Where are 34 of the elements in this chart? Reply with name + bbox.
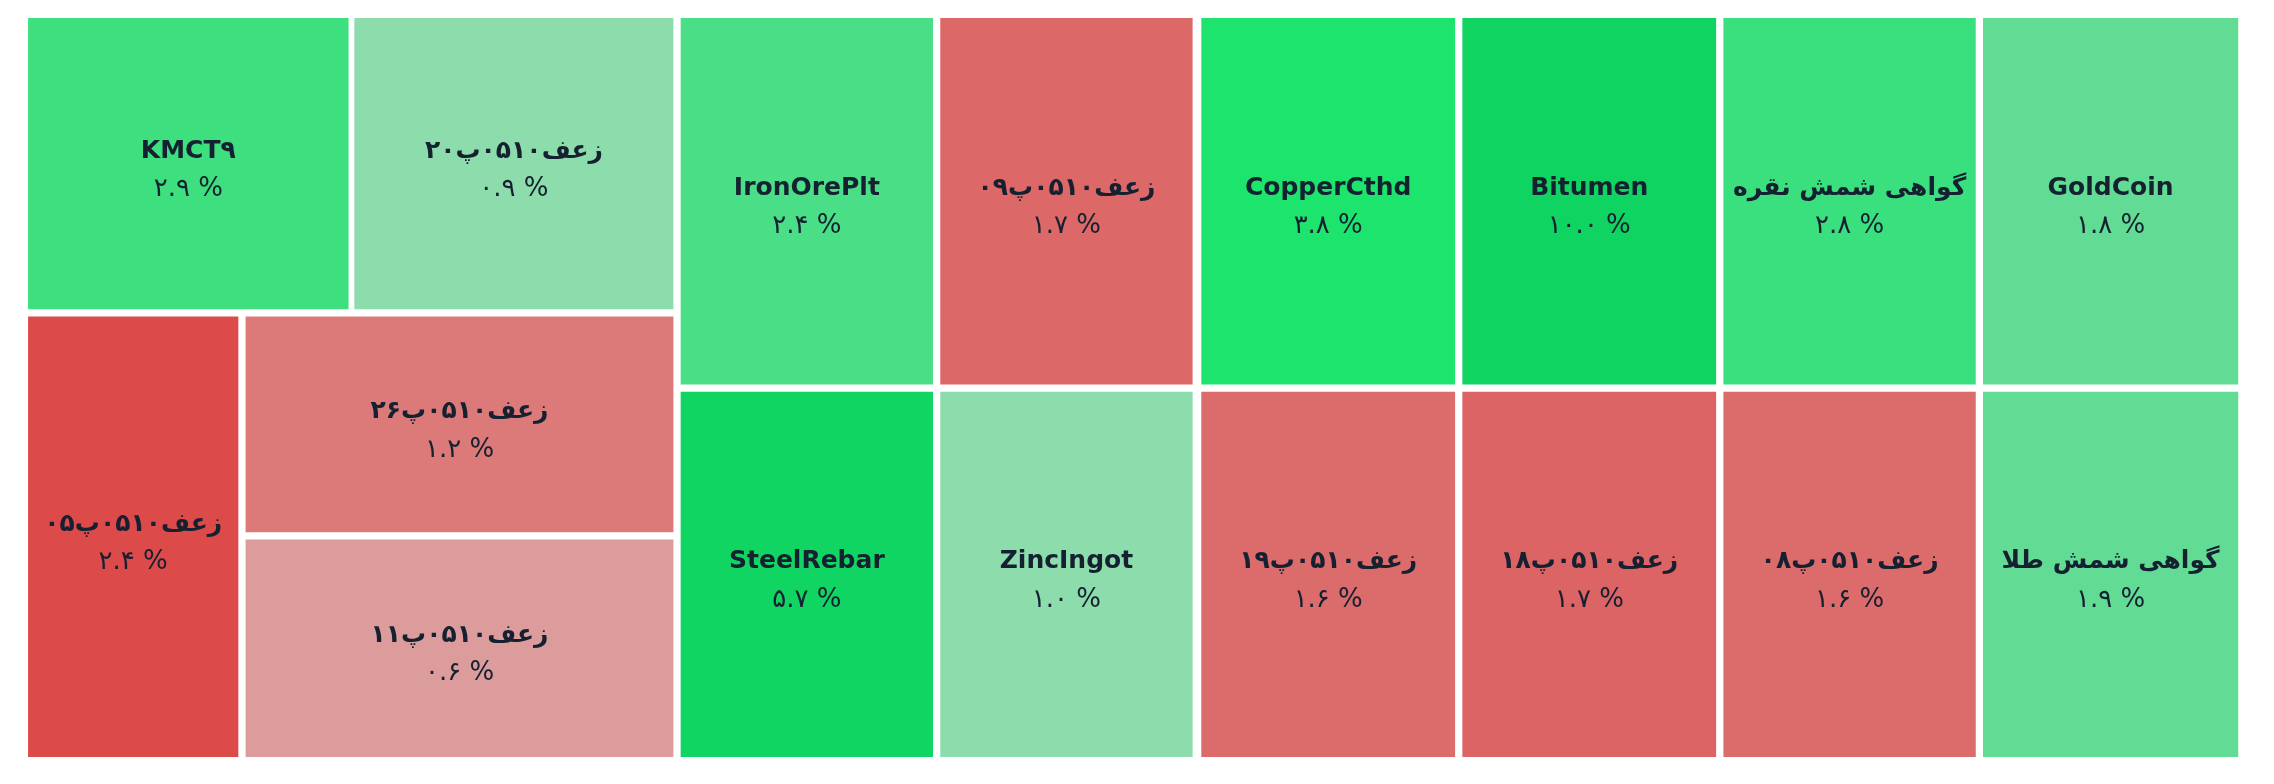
category-label: GoldCoin: [2047, 172, 2174, 202]
data-label: ۱.۷ %: [1554, 582, 1624, 613]
data-label: ۲.۸ %: [1814, 209, 1885, 240]
data-label: ۳.۸ %: [1293, 209, 1363, 240]
category-label: IronOrePlt: [733, 172, 880, 202]
category-label: گواهی شمش نقره: [1732, 172, 1967, 203]
data-label: ۱.۰ %: [1031, 582, 1102, 613]
data-label: ۲.۴ %: [98, 544, 168, 575]
category-label: زعف۰۵۱۰پ۲۶: [370, 395, 549, 425]
category-label: زعف۰۵۱۰پ۰۵: [44, 507, 223, 537]
category-label: ZincIngot: [999, 545, 1134, 575]
data-label: ۱۰.۰ %: [1547, 209, 1631, 240]
data-label: ۰.۹ %: [479, 171, 549, 202]
category-label: زعف۰۵۱۰پ۰۸: [1760, 545, 1939, 575]
category-label: زعف۰۵۱۰پ۱۱: [370, 619, 549, 649]
category-label: Bitumen: [1530, 172, 1649, 202]
category-label: CopperCthd: [1244, 172, 1412, 202]
data-label: ۲.۹ %: [153, 171, 223, 202]
data-label: ۱.۹ %: [2076, 582, 2146, 613]
data-label: ۲.۴ %: [772, 209, 842, 240]
category-label: KMCT٩: [140, 134, 236, 164]
data-label: ۰.۶ %: [424, 656, 495, 687]
data-label: ۱.۶ %: [1293, 582, 1363, 613]
category-label: گواهی شمش طلا: [2001, 545, 2221, 576]
category-label: زعف۰۵۱۰پ۱۹: [1239, 545, 1418, 575]
category-label: SteelRebar: [728, 545, 886, 575]
category-label: زعف۰۵۱۰پ۲۰: [424, 134, 603, 164]
category-label: زعف۰۵۱۰پ۱۸: [1500, 545, 1679, 575]
category-label: زعف۰۵۱۰پ۰۹: [977, 172, 1156, 202]
data-label: ۵.۷ %: [772, 582, 842, 613]
data-label: ۱.۲ %: [424, 432, 495, 463]
data-label: ۱.۶ %: [1814, 582, 1885, 613]
data-label: ۱.۸ %: [2076, 209, 2146, 240]
data-label: ۱.۷ %: [1031, 209, 1102, 240]
